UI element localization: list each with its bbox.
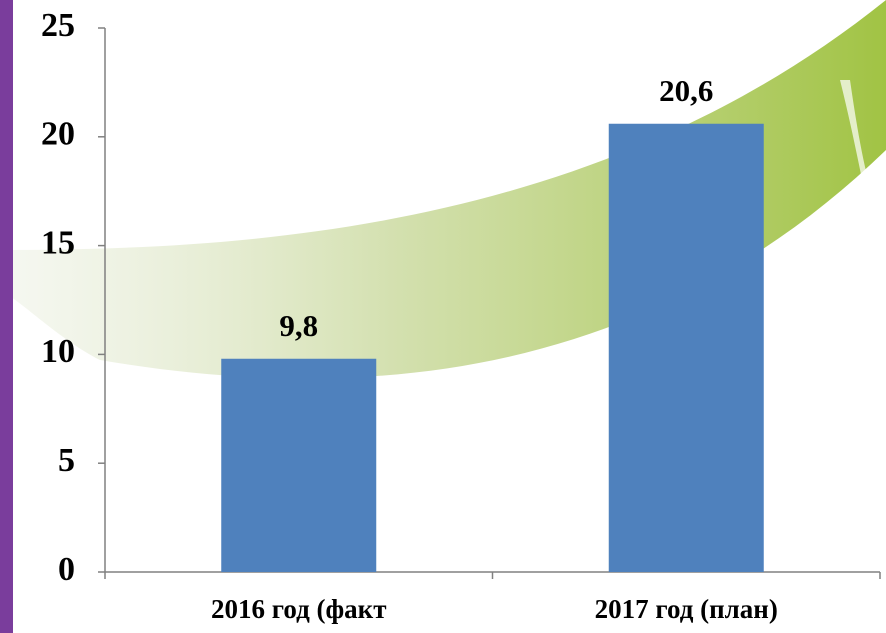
y-tick-label: 0 (58, 551, 75, 588)
y-tick-label: 10 (41, 333, 75, 370)
y-tick-label: 15 (41, 224, 75, 261)
bar (608, 123, 764, 572)
value-label: 20,6 (659, 73, 713, 108)
decoration-highlight (840, 80, 886, 280)
x-tick-label: 2016 год (факт (211, 594, 386, 624)
y-tick-label: 25 (41, 7, 75, 44)
y-tick-label: 20 (41, 116, 75, 153)
y-tick-label: 5 (58, 442, 75, 479)
side-stripe (0, 0, 13, 633)
value-label: 9,8 (279, 308, 318, 343)
x-tick-label: 2017 год (план) (595, 594, 778, 624)
bar (221, 358, 377, 572)
